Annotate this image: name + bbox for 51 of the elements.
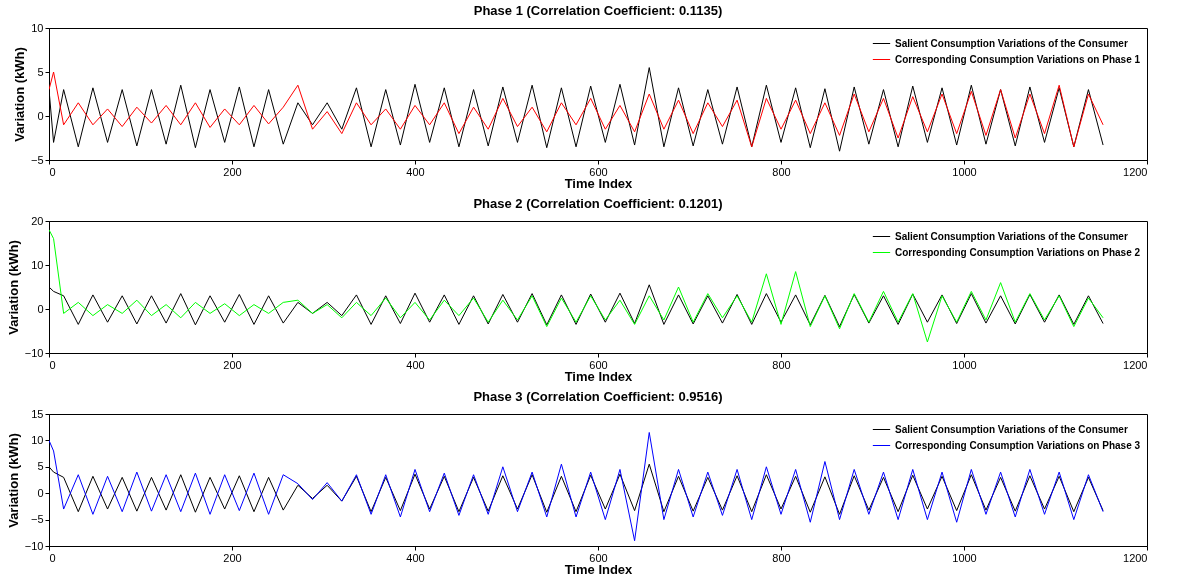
x-tick-label: 400 <box>406 551 425 564</box>
x-tick-label: 600 <box>589 551 608 564</box>
y-axis-title: Variation (kWh) <box>5 433 21 528</box>
y-tick-label: −10 <box>24 346 44 359</box>
x-tick-label: 1000 <box>952 358 977 371</box>
x-tick-label: 1200 <box>1123 551 1148 564</box>
chart-title: Phase 3 (Correlation Coefficient: 0.9516) <box>473 389 723 404</box>
legend-label: Corresponding Consumption Variations on Phase 2 <box>895 246 1141 258</box>
x-tick-label: 0 <box>49 358 56 371</box>
x-tick-label: 1000 <box>952 551 977 564</box>
x-tick-label: 0 <box>49 551 56 564</box>
x-tick-label: 400 <box>406 165 425 178</box>
x-tick-label: 1000 <box>952 165 977 178</box>
y-axis-title: Variation (kWh) <box>11 47 27 142</box>
legend-label: Corresponding Consumption Variations on Phase 3 <box>895 439 1141 451</box>
legend-label: Salient Consumption Variations of the Consumer <box>895 423 1128 435</box>
x-tick-label: 1200 <box>1123 165 1148 178</box>
x-tick-label: 200 <box>223 358 242 371</box>
y-tick-label: 10 <box>31 433 44 446</box>
y-tick-label: 15 <box>31 407 44 420</box>
x-tick-label: 1200 <box>1123 358 1148 371</box>
x-axis-title: Time Index <box>564 368 634 384</box>
legend-label: Corresponding Consumption Variations on Phase 1 <box>895 53 1141 65</box>
x-axis-title: Time Index <box>564 561 634 576</box>
y-tick-label: 0 <box>37 486 44 499</box>
y-tick-label: −5 <box>30 153 44 166</box>
x-tick-label: 800 <box>772 165 791 178</box>
y-tick-label: 10 <box>31 21 44 34</box>
y-tick-label: −10 <box>24 539 44 552</box>
x-tick-label: 600 <box>589 358 608 371</box>
x-tick-label: 400 <box>406 358 425 371</box>
x-tick-label: 0 <box>49 165 56 178</box>
x-tick-label: 200 <box>223 165 242 178</box>
x-axis-title: Time Index <box>564 175 634 191</box>
y-tick-label: 5 <box>37 460 44 473</box>
y-axis-title: Variation (kWh) <box>5 240 21 335</box>
y-tick-label: 10 <box>31 258 44 271</box>
chart-title: Phase 2 (Correlation Coefficient: 0.1201) <box>473 196 723 211</box>
y-tick-label: 0 <box>37 109 44 122</box>
y-tick-label: 5 <box>37 65 44 78</box>
legend-label: Salient Consumption Variations of the Consumer <box>895 37 1128 49</box>
line-series <box>49 284 1104 328</box>
x-tick-label: 600 <box>589 165 608 178</box>
x-tick-label: 800 <box>772 551 791 564</box>
x-tick-label: 800 <box>772 358 791 371</box>
y-tick-label: 0 <box>37 302 44 315</box>
legend-label: Salient Consumption Variations of the Consumer <box>895 230 1128 242</box>
y-tick-label: 20 <box>31 214 44 227</box>
chart-title: Phase 1 (Correlation Coefficient: 0.1135) <box>473 3 723 18</box>
x-tick-label: 200 <box>223 551 242 564</box>
y-tick-label: −5 <box>30 513 44 526</box>
